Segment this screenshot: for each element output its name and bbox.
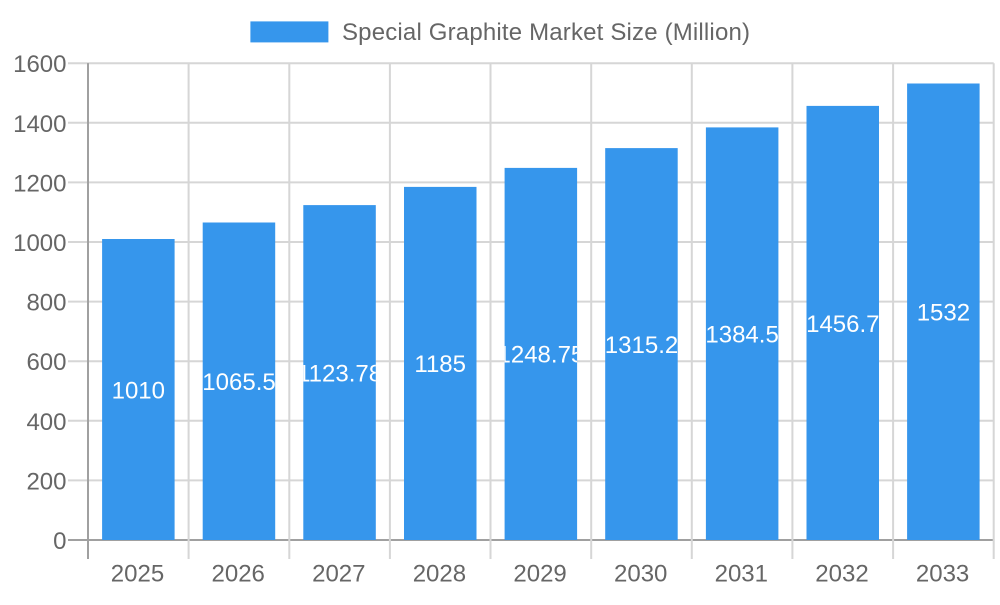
- svg-text:1532: 1532: [917, 300, 970, 327]
- svg-text:1000: 1000: [13, 230, 66, 257]
- svg-text:1065.5: 1065.5: [202, 369, 275, 396]
- svg-text:Special Graphite Market Size (: Special Graphite Market Size (Million): [342, 19, 750, 46]
- svg-text:1315.2: 1315.2: [605, 332, 678, 359]
- svg-text:1400: 1400: [13, 111, 66, 138]
- svg-text:2033: 2033: [916, 561, 969, 588]
- svg-text:1600: 1600: [13, 51, 66, 78]
- svg-text:2025: 2025: [111, 561, 164, 588]
- svg-text:1010: 1010: [112, 377, 165, 404]
- svg-text:1185: 1185: [414, 351, 466, 378]
- svg-text:2032: 2032: [815, 561, 868, 588]
- svg-text:2031: 2031: [715, 561, 768, 588]
- svg-text:1248.75: 1248.75: [498, 342, 585, 369]
- svg-text:2028: 2028: [413, 561, 466, 588]
- svg-text:1200: 1200: [13, 170, 66, 197]
- svg-text:2030: 2030: [614, 561, 667, 588]
- svg-text:2026: 2026: [212, 561, 265, 588]
- svg-text:1123.78: 1123.78: [297, 360, 382, 387]
- svg-text:1384.5: 1384.5: [705, 322, 778, 349]
- svg-text:2027: 2027: [312, 561, 365, 588]
- svg-text:2029: 2029: [513, 561, 566, 588]
- svg-text:400: 400: [26, 409, 66, 436]
- svg-text:200: 200: [26, 468, 66, 495]
- svg-text:0: 0: [53, 528, 66, 555]
- svg-text:1456.7: 1456.7: [806, 311, 879, 338]
- svg-text:600: 600: [26, 349, 66, 376]
- svg-text:800: 800: [26, 290, 66, 317]
